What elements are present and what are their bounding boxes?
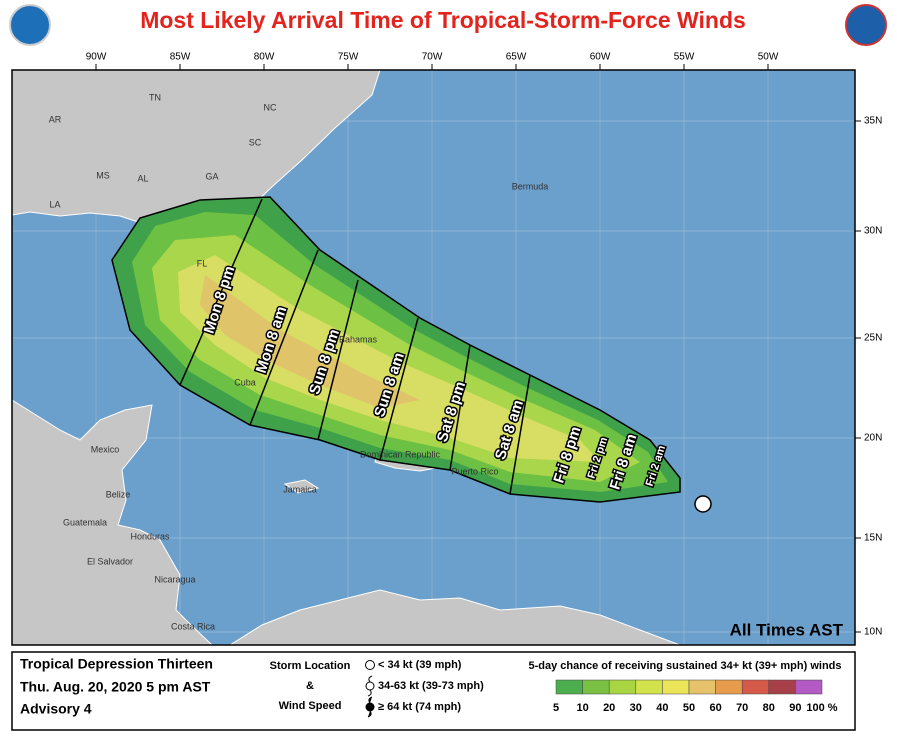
- cone-band: [200, 275, 420, 408]
- scale-swatch: [662, 679, 690, 695]
- scale-swatch: [795, 679, 823, 695]
- scale-label: 60: [709, 702, 721, 714]
- key-title: Storm Location: [270, 660, 351, 672]
- key-item: < 34 kt (39 mph): [378, 659, 462, 671]
- place-label: Dominican Republic: [360, 449, 441, 459]
- time-lines: [179, 198, 531, 495]
- storm-location: [694, 495, 712, 513]
- key-item: 34-63 kt (39-73 mph): [378, 680, 484, 692]
- place-label: Mexico: [91, 444, 120, 454]
- place-label: El Salvador: [87, 556, 133, 566]
- place-label: AL: [137, 173, 148, 183]
- scale-label: 5: [553, 702, 559, 714]
- time-line: [179, 198, 263, 386]
- key-symbol: [365, 660, 375, 670]
- lat-label: 30N: [864, 226, 882, 237]
- scale-label: 80: [763, 702, 775, 714]
- place-label: MS: [96, 170, 110, 180]
- scale-label: 40: [656, 702, 668, 714]
- scale-swatch: [608, 679, 637, 695]
- scale-swatch: [715, 679, 743, 695]
- scale-label: 90: [789, 702, 801, 714]
- map: TN NC SC AR MS AL GA LA FL Bermuda Bahamas Cuba Jama…: [11, 52, 882, 646]
- note: All Times AST: [730, 620, 844, 639]
- lat-label: 10N: [864, 627, 882, 638]
- key-sub: Wind Speed: [279, 700, 342, 712]
- land-south-america: [228, 589, 681, 646]
- time-line: [449, 344, 471, 471]
- scale-label: 70: [736, 702, 748, 714]
- cone-band: [178, 255, 600, 462]
- nws-logo: [845, 4, 887, 46]
- scale-swatch: [582, 679, 610, 695]
- scale-label: 50: [683, 702, 695, 714]
- place-label: LA: [49, 199, 60, 209]
- place-label: SC: [249, 137, 262, 147]
- place-label: TN: [149, 92, 161, 102]
- place-label: Costa Rica: [171, 621, 215, 631]
- place-label: NC: [264, 102, 277, 112]
- place-label: Bermuda: [512, 181, 549, 191]
- place-label: Honduras: [130, 531, 170, 541]
- place-label: GA: [205, 171, 218, 181]
- lon-label: 50W: [758, 52, 779, 63]
- lon-label: 70W: [422, 52, 443, 63]
- cone: [111, 196, 681, 503]
- scale-swatch: [555, 679, 583, 695]
- noaa-logo: [9, 4, 51, 46]
- map-border: [11, 69, 856, 646]
- lat-label: 25N: [864, 333, 882, 344]
- scale-swatch: [635, 679, 663, 695]
- scale-swatch: [768, 679, 796, 695]
- lon-label: 85W: [170, 52, 191, 63]
- key-amp: &: [306, 680, 314, 692]
- lon-label: 55W: [674, 52, 695, 63]
- title: Most Likely Arrival Time of Tropical-Sto…: [140, 7, 746, 33]
- key-item: ≥ 64 kt (74 mph): [378, 701, 461, 713]
- time-line: [249, 249, 319, 426]
- scale-label: 20: [603, 702, 615, 714]
- time-line: [317, 279, 359, 441]
- land-jamaica: [283, 479, 320, 494]
- place-label: Guatemala: [63, 517, 107, 527]
- advisory-number: Advisory 4: [20, 701, 92, 717]
- scale-label: 10: [576, 702, 588, 714]
- lat-label: 15N: [864, 533, 882, 544]
- storm-name: Tropical Depression Thirteen: [20, 656, 213, 672]
- key-symbol: [365, 675, 375, 697]
- scale-swatch: [741, 679, 770, 695]
- place-label: Belize: [106, 489, 131, 499]
- lon-label: 75W: [338, 52, 359, 63]
- footer: Tropical Depression Thirteen Thu. Aug. 2…: [11, 651, 856, 731]
- scale-label: 100 %: [806, 702, 837, 714]
- time-line: [509, 374, 531, 495]
- lon-label: 90W: [86, 52, 107, 63]
- place-label: Puerto Rico: [451, 466, 498, 476]
- place-label: AR: [49, 114, 62, 124]
- place-label: Cuba: [234, 377, 256, 387]
- lon-label: 65W: [506, 52, 527, 63]
- scale-swatch: [688, 679, 716, 695]
- lon-label: 80W: [254, 52, 275, 63]
- place-label: Jamaica: [283, 484, 317, 494]
- scale-title: 5-day chance of receiving sustained 34+ …: [529, 660, 842, 672]
- lon-label: 60W: [590, 52, 611, 63]
- advisory-date: Thu. Aug. 20, 2020 5 pm AST: [20, 679, 211, 695]
- lat-label: 35N: [864, 116, 882, 127]
- place-label: Bahamas: [339, 334, 378, 344]
- place-label: FL: [197, 258, 208, 268]
- place-label: Nicaragua: [154, 574, 195, 584]
- key-symbol: [365, 696, 375, 718]
- land-mexico: [11, 399, 214, 646]
- time-line: [379, 317, 419, 461]
- lat-label: 20N: [864, 433, 882, 444]
- scale-label: 30: [630, 702, 642, 714]
